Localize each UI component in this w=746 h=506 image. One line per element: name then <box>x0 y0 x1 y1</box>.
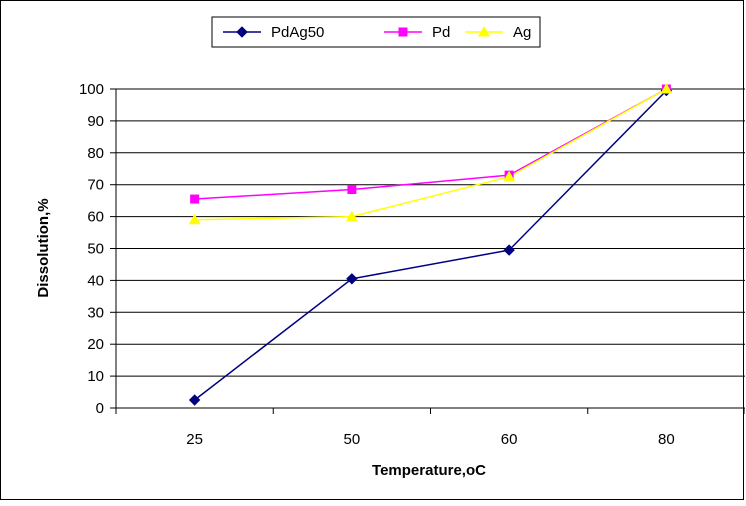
y-tick-label: 10 <box>87 368 104 385</box>
y-tick-label: 90 <box>87 113 104 130</box>
y-tick-label: 30 <box>87 304 104 321</box>
data-point-pd <box>347 184 357 194</box>
y-tick-label: 80 <box>87 145 104 162</box>
legend-label-pd: Pd <box>432 24 450 41</box>
axes <box>110 88 745 414</box>
series-line-pd <box>194 88 667 200</box>
legend-marker-pdag50 <box>236 26 248 38</box>
legend: PdAg50 Pd Ag <box>211 16 541 48</box>
y-tick-label: 100 <box>79 81 104 98</box>
x-tick-label: 60 <box>501 431 518 448</box>
y-tick-label: 0 <box>96 400 104 417</box>
y-tick-labels: 0 10 20 30 40 50 60 70 80 90 100 <box>79 81 104 417</box>
data-point-ag <box>503 170 515 182</box>
data-point-pd <box>190 194 200 204</box>
data-point-ag <box>188 213 201 225</box>
data-point-ag <box>660 82 673 94</box>
x-axis-label: Temperature,oC <box>372 462 486 479</box>
legend-label-ag: Ag <box>513 24 531 41</box>
data-point-pdag50 <box>503 244 515 256</box>
series-line-pdag50 <box>194 90 667 401</box>
x-tick-label: 25 <box>186 431 203 448</box>
legend-marker-pd <box>398 27 408 37</box>
x-tick-label: 80 <box>658 431 675 448</box>
y-tick-label: 70 <box>87 177 104 194</box>
legend-marker-ag <box>478 25 490 37</box>
legend-label-pdag50: PdAg50 <box>271 24 324 41</box>
data-point-pdag50 <box>188 394 201 406</box>
data-point-ag <box>346 210 358 222</box>
data-point-pdag50 <box>346 273 358 285</box>
y-axis-label: Dissolution,% <box>35 198 52 297</box>
y-tick-label: 60 <box>87 209 104 226</box>
series-lines <box>188 82 673 406</box>
x-tick-labels: 25 50 60 80 <box>186 431 674 448</box>
series-line-ag <box>194 88 667 221</box>
y-tick-label: 40 <box>87 272 104 289</box>
x-tick-label: 50 <box>344 431 361 448</box>
y-tick-label: 50 <box>87 241 104 258</box>
y-tick-label: 20 <box>87 336 104 353</box>
gridlines <box>116 88 745 377</box>
